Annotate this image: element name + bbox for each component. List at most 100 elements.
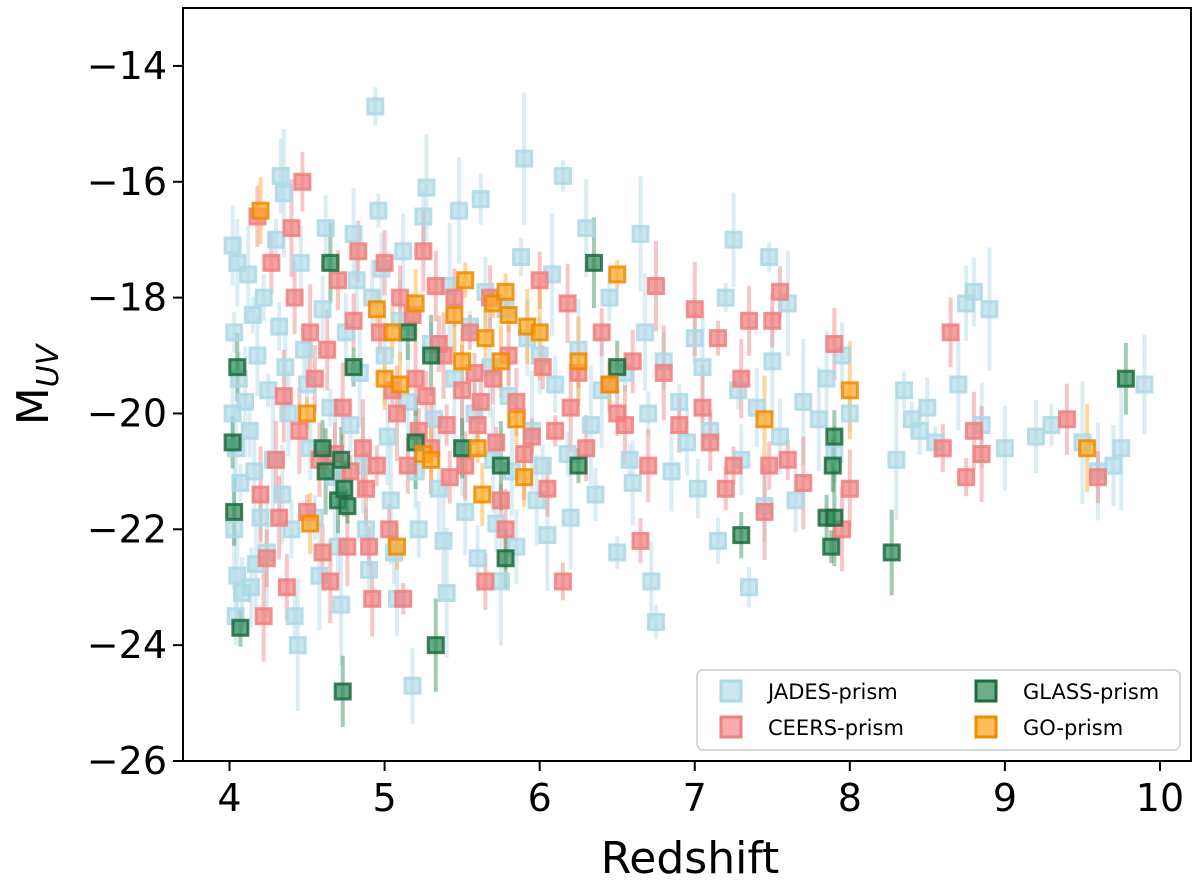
y-axis-label-group: MUV: [8, 342, 66, 425]
glass-prism-point: [335, 479, 354, 498]
ceers-prism-point: [267, 450, 286, 469]
glass-prism-point: [823, 456, 842, 475]
ceers-prism-point: [639, 456, 658, 475]
ceers-prism-point: [825, 334, 844, 353]
axis-ticks: 4 5 6 7 8 9 10 −14 −16 −18 −20 −22 −24 −26: [87, 44, 1184, 820]
jades-prism-point: [533, 456, 552, 475]
ceers-prism-point: [631, 531, 650, 550]
jades-prism-point: [760, 248, 779, 267]
ceers-prism-point: [670, 416, 689, 435]
ceers-prism-point: [445, 288, 464, 307]
glass-prism-point: [732, 526, 751, 545]
jades-prism-point: [980, 300, 999, 319]
go-prism-point: [367, 300, 386, 319]
jades-prism-point: [639, 404, 658, 423]
go-prism-point: [456, 271, 475, 290]
jades-prism-point: [1104, 456, 1123, 475]
ceers-prism-point: [437, 416, 456, 435]
ceers-prism-point: [476, 572, 495, 591]
jades-prism-point: [1112, 439, 1131, 458]
go-prism-point: [406, 294, 425, 313]
ceers-prism-point: [724, 456, 743, 475]
jades-prism-point: [271, 166, 290, 185]
go-prism-point: [445, 305, 464, 324]
jades-prism-point: [437, 584, 456, 603]
glass-prism-point: [231, 618, 250, 637]
jades-prism-point: [716, 288, 735, 307]
jades-prism-point: [274, 184, 293, 203]
jades-prism-point: [546, 375, 565, 394]
jades-prism-point: [450, 201, 469, 220]
ceers-prism-point: [388, 404, 407, 423]
jades-prism-point: [887, 450, 906, 469]
jades-prism-point: [964, 282, 983, 301]
ceers-prism-point: [293, 172, 312, 191]
jades-prism-point: [276, 358, 295, 377]
jades-prism-point: [225, 520, 244, 539]
ceers-prism-point: [360, 537, 379, 556]
ceers-prism-point: [484, 369, 503, 388]
glass-prism-point: [321, 253, 340, 272]
go-prism-point: [301, 514, 320, 533]
ceers-prism-point: [254, 607, 273, 626]
jades-prism-point: [642, 572, 661, 591]
x-tick-label: 7: [683, 776, 707, 820]
ceers-prism-point: [349, 242, 368, 261]
ceers-prism-point: [394, 589, 413, 608]
go-prism-point: [515, 468, 534, 487]
jades-prism-point: [254, 288, 273, 307]
jades-prism-point: [662, 462, 681, 481]
y-axis-label-subscript: UV: [31, 342, 66, 387]
jades-prism-point: [1135, 375, 1154, 394]
legend-box: [696, 669, 1181, 751]
ceers-prism-point: [257, 549, 276, 568]
go-prism-point: [608, 265, 627, 284]
ceers-prism-point: [507, 392, 526, 411]
jades-prism-point: [1026, 427, 1045, 446]
jades-prism-point: [225, 323, 244, 342]
jades-prism-point: [512, 248, 531, 267]
ceers-prism-point: [290, 421, 309, 440]
y-tick-label: −20: [87, 391, 167, 435]
jades-prism-point: [378, 427, 397, 446]
ceers-prism-point: [363, 589, 382, 608]
jades-prism-point: [740, 578, 759, 597]
jades-prism-point: [394, 242, 413, 261]
jades-prism-point: [809, 410, 828, 429]
ceers-prism-point: [546, 421, 565, 440]
jades-prism-point: [910, 421, 929, 440]
ceers-prism-point: [398, 456, 417, 475]
go-prism-point: [251, 201, 270, 220]
jades-prism-point: [288, 636, 307, 655]
ceers-prism-point: [957, 468, 976, 487]
jades-prism-point: [273, 485, 292, 504]
ceers-prism-point: [522, 427, 541, 446]
ceers-prism-point: [440, 468, 459, 487]
ceers-prism-point: [778, 450, 797, 469]
jades-prism-point: [577, 219, 596, 238]
jades-prism-point: [228, 566, 247, 585]
ceers-prism-point: [277, 578, 296, 597]
y-tick-label: −24: [87, 623, 167, 667]
glass-prism-point: [344, 358, 363, 377]
ceers-prism-point: [530, 271, 549, 290]
glass-prism-point: [825, 508, 844, 527]
jades-prism-point: [709, 531, 728, 550]
go-prism-point: [453, 352, 472, 371]
jades-prism-point: [646, 612, 665, 631]
glass-prism-point: [223, 433, 242, 452]
jades-prism-point: [949, 375, 968, 394]
ceers-prism-point: [1088, 468, 1107, 487]
jades-prism-point: [456, 502, 475, 521]
glass-prism-point: [569, 456, 588, 475]
ceers-prism-point: [732, 369, 751, 388]
go-prism-point: [383, 323, 402, 342]
go-prism-point: [473, 485, 492, 504]
jades-prism-point: [248, 346, 267, 365]
jades-prism-point: [468, 549, 487, 568]
jades-prism-point: [381, 491, 400, 510]
go-prism-point: [468, 439, 487, 458]
ceers-prism-point: [515, 445, 534, 464]
glass-prism-point: [338, 497, 357, 516]
